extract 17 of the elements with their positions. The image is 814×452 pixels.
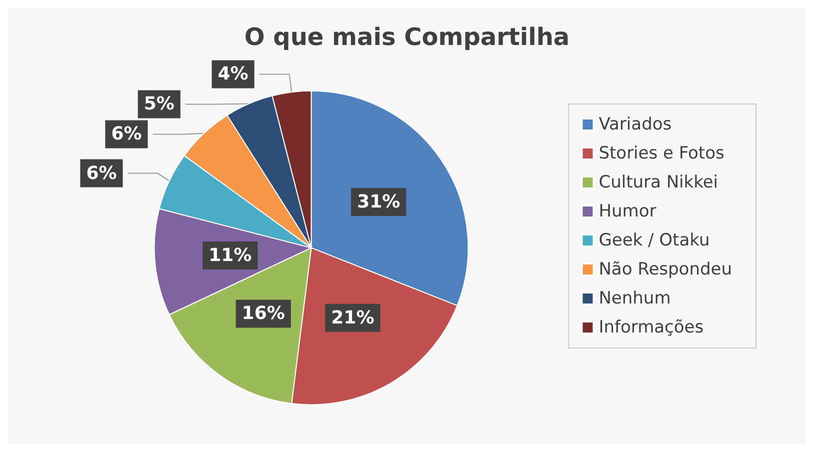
- data-label: 4%: [218, 64, 248, 85]
- data-label: 21%: [331, 307, 374, 328]
- legend-label: Geek / Otaku: [598, 230, 710, 250]
- data-label: 6%: [111, 124, 142, 145]
- data-label: 31%: [357, 192, 400, 212]
- legend-label: Nenhum: [598, 288, 671, 308]
- data-label: 16%: [242, 303, 285, 324]
- legend-label: Informações: [598, 318, 704, 338]
- data-label: 11%: [208, 244, 252, 266]
- legend-label: Variados: [598, 114, 672, 134]
- legend-label: Humor: [598, 202, 656, 222]
- legend-label: Cultura Nikkei: [598, 172, 718, 192]
- chart-title: O que mais Compartilha: [244, 23, 570, 51]
- legend-label: Não Respondeu: [598, 260, 732, 280]
- data-label: 5%: [144, 94, 174, 115]
- data-label: 6%: [86, 162, 117, 184]
- legend-label: Stories e Fotos: [598, 144, 724, 164]
